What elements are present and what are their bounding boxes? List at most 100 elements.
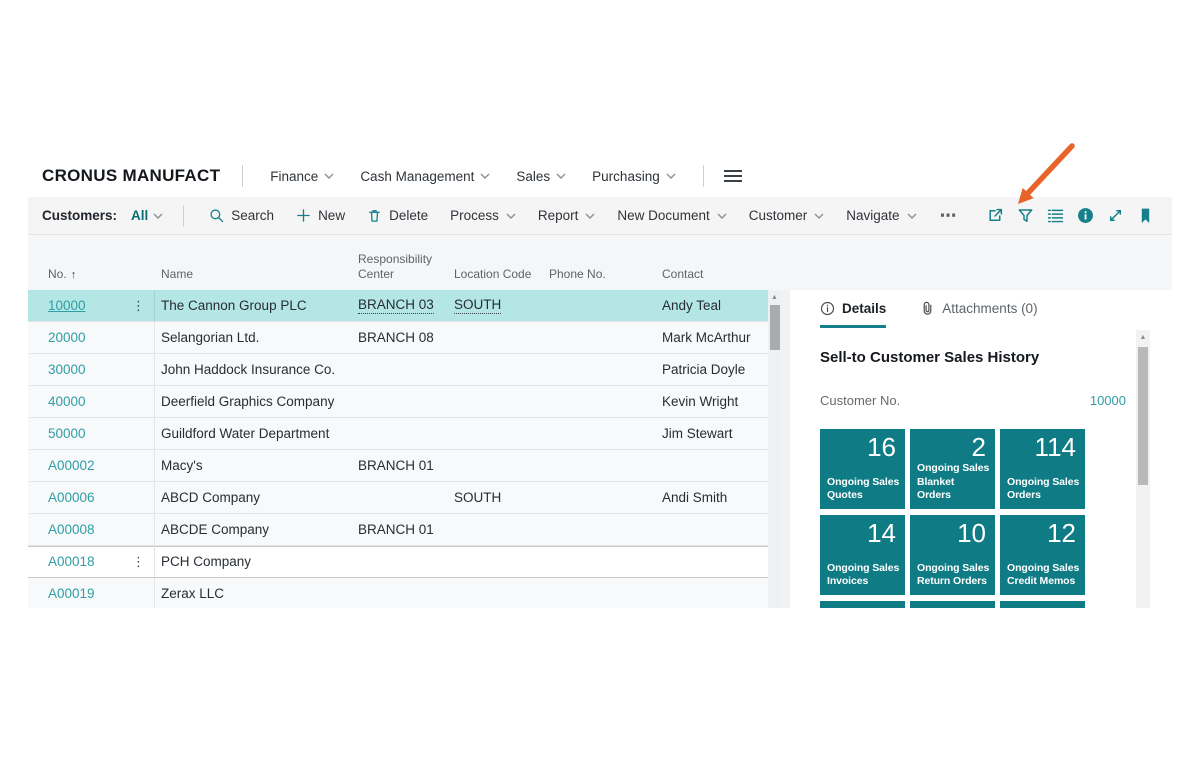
factbox-scrollbar[interactable]: ▲ — [1136, 330, 1150, 608]
search-button[interactable]: Search — [209, 208, 274, 223]
customer-no-link[interactable]: A00019 — [48, 586, 95, 601]
table-row[interactable]: 10000 ⋮ The Cannon Group PLC BRANCH 03 S… — [28, 290, 768, 322]
responsibility-center-cell — [358, 554, 454, 569]
cue-tile[interactable]: 2 Ongoing Sales Blanket Orders — [910, 429, 995, 509]
column-header[interactable]: Name↑ — [155, 267, 358, 283]
info-icon — [1077, 208, 1093, 223]
table-row[interactable]: A00019 ⋮ Zerax LLC — [28, 578, 768, 608]
customer-name-cell: Guildford Water Department — [161, 426, 330, 441]
report-menu[interactable]: Report — [538, 208, 596, 223]
action-bar: Customers: All Search New Delete Process… — [28, 197, 1172, 235]
table-scrollbar-thumb[interactable] — [769, 305, 780, 350]
customer-no-link[interactable]: A00018 — [48, 554, 95, 569]
customer-name-cell: Macy's — [161, 458, 203, 473]
trash-icon — [369, 210, 380, 222]
table-row[interactable]: 50000 ⋮ Guildford Water Department Jim S… — [28, 418, 768, 450]
factbox-heading: Sell-to Customer Sales History — [820, 349, 1040, 366]
table-header-band: No.↑ Name↑ Responsibility Center↑ Locati… — [28, 235, 1172, 290]
chevron-down-icon — [717, 213, 727, 219]
factbox-tabs: Details Attachments (0) — [820, 301, 1172, 328]
responsibility-center-cell — [358, 426, 454, 441]
table-row[interactable]: A00002 ⋮ Macy's BRANCH 01 — [28, 450, 768, 482]
info-button[interactable] — [1070, 202, 1100, 230]
responsibility-center-cell — [358, 394, 454, 409]
column-header[interactable]: Responsibility Center↑ — [358, 252, 454, 283]
table-row[interactable]: 20000 ⋮ Selangorian Ltd. BRANCH 08 Mark … — [28, 322, 768, 354]
sales-history-tiles-clipped-row — [820, 601, 1172, 608]
top-nav-item[interactable]: Cash Management — [360, 169, 490, 184]
customer-menu[interactable]: Customer — [749, 208, 825, 223]
choose-columns-button[interactable] — [1040, 202, 1070, 230]
column-header[interactable]: Contact↑ — [662, 267, 768, 283]
table-row[interactable]: A00008 ⋮ ABCDE Company BRANCH 01 — [28, 514, 768, 546]
cue-tile-clipped[interactable] — [1000, 601, 1085, 608]
contact-cell: Patricia Doyle — [662, 362, 746, 377]
customer-no-link[interactable]: A00006 — [48, 490, 95, 505]
tab-attachments[interactable]: Attachments (0) — [920, 301, 1038, 328]
cue-tile[interactable]: 16 Ongoing Sales Quotes — [820, 429, 905, 509]
company-name[interactable]: CRONUS MANUFACT — [42, 166, 221, 185]
customer-no-cell: 10000 ⋮ — [28, 290, 155, 321]
tab-details[interactable]: Details — [820, 301, 887, 328]
navigate-menu[interactable]: Navigate — [846, 208, 917, 223]
customer-list: 10000 ⋮ The Cannon Group PLC BRANCH 03 S… — [28, 290, 781, 608]
customer-no-cell: A00008 ⋮ — [28, 514, 155, 545]
customer-no-link[interactable]: 50000 — [48, 426, 86, 441]
new-button[interactable]: New — [296, 208, 345, 223]
cue-tile[interactable]: 12 Ongoing Sales Credit Memos — [1000, 515, 1085, 595]
top-nav-item[interactable]: Purchasing — [592, 169, 676, 184]
table-row[interactable]: 30000 ⋮ John Haddock Insurance Co. Patri… — [28, 354, 768, 386]
sales-history-tiles: 16 Ongoing Sales Quotes 2 Ongoing Sales … — [820, 429, 1172, 595]
plus-icon — [297, 209, 310, 222]
factbox-scrollbar-thumb[interactable] — [1138, 347, 1148, 485]
cue-tile-clipped[interactable] — [910, 601, 995, 608]
row-context-menu-icon[interactable]: ⋮ — [132, 553, 145, 569]
column-header[interactable]: Location Code↑ — [454, 267, 549, 283]
expand-button[interactable] — [1100, 202, 1130, 230]
cue-tile-clipped[interactable] — [820, 601, 905, 608]
bookmark-button[interactable] — [1130, 202, 1160, 230]
column-header[interactable]: Phone No.↑ — [549, 267, 662, 283]
cue-tile[interactable]: 10 Ongoing Sales Return Orders — [910, 515, 995, 595]
row-context-menu-icon[interactable]: ⋮ — [132, 297, 145, 313]
view-filter-button[interactable]: All — [131, 208, 163, 223]
responsibility-center-cell: BRANCH 03 — [358, 297, 434, 314]
scroll-up-icon[interactable]: ▲ — [771, 293, 778, 301]
share-button[interactable] — [980, 202, 1010, 230]
customer-no-cell: A00002 ⋮ — [28, 450, 155, 481]
cue-tile-value: 2 — [971, 432, 986, 462]
location-code-cell — [454, 458, 549, 473]
phone-no-cell — [549, 586, 662, 601]
top-nav-item[interactable]: Sales — [516, 169, 566, 184]
contact-cell: Mark McArthur — [662, 330, 751, 345]
scroll-up-icon[interactable]: ▲ — [1139, 333, 1147, 341]
table-scrollbar[interactable]: ▲ — [768, 290, 781, 608]
column-header[interactable]: No. ↑ — [28, 267, 155, 283]
customer-no-link[interactable]: A00008 — [48, 522, 95, 537]
table-row[interactable]: 40000 ⋮ Deerfield Graphics Company Kevin… — [28, 386, 768, 418]
responsibility-center-cell — [358, 586, 454, 601]
filter-button[interactable] — [1010, 202, 1040, 230]
phone-no-cell — [549, 490, 662, 505]
cue-tile[interactable]: 114 Ongoing Sales Orders — [1000, 429, 1085, 509]
menu-hamburger-icon[interactable] — [723, 170, 742, 182]
customer-no-link[interactable]: 20000 — [48, 330, 86, 345]
customer-no-link[interactable]: 10000 — [48, 298, 86, 313]
customer-no-link[interactable]: A00002 — [48, 458, 95, 473]
contact-cell: Jim Stewart — [662, 426, 733, 441]
process-menu[interactable]: Process — [450, 208, 516, 223]
top-nav-item[interactable]: Finance — [270, 169, 334, 184]
new-document-menu[interactable]: New Document — [617, 208, 727, 223]
table-row[interactable]: A00018 ⋮ PCH Company — [28, 546, 768, 578]
customer-name-cell: Selangorian Ltd. — [161, 330, 260, 345]
column-header-label: Phone No. — [549, 267, 606, 282]
customer-no-link[interactable]: 30000 — [48, 362, 86, 377]
delete-button[interactable]: Delete — [367, 208, 428, 223]
cue-tile[interactable]: 14 Ongoing Sales Invoices — [820, 515, 905, 595]
field-value-link[interactable]: 10000 — [1089, 393, 1126, 408]
contact-cell: Andy Teal — [662, 298, 722, 313]
more-options-icon[interactable]: ⋯ — [939, 205, 958, 225]
customer-name-cell: Deerfield Graphics Company — [161, 394, 335, 409]
customer-no-link[interactable]: 40000 — [48, 394, 86, 409]
table-row[interactable]: A00006 ⋮ ABCD Company SOUTH Andi Smith — [28, 482, 768, 514]
